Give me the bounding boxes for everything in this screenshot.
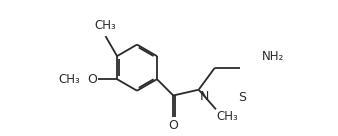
Text: S: S bbox=[238, 91, 246, 104]
Text: N: N bbox=[199, 90, 209, 103]
Text: O: O bbox=[168, 119, 178, 132]
Text: NH₂: NH₂ bbox=[262, 50, 284, 63]
Text: CH₃: CH₃ bbox=[217, 110, 238, 123]
Text: O: O bbox=[87, 73, 97, 86]
Text: CH₃: CH₃ bbox=[95, 19, 116, 32]
Text: CH₃: CH₃ bbox=[58, 73, 80, 86]
